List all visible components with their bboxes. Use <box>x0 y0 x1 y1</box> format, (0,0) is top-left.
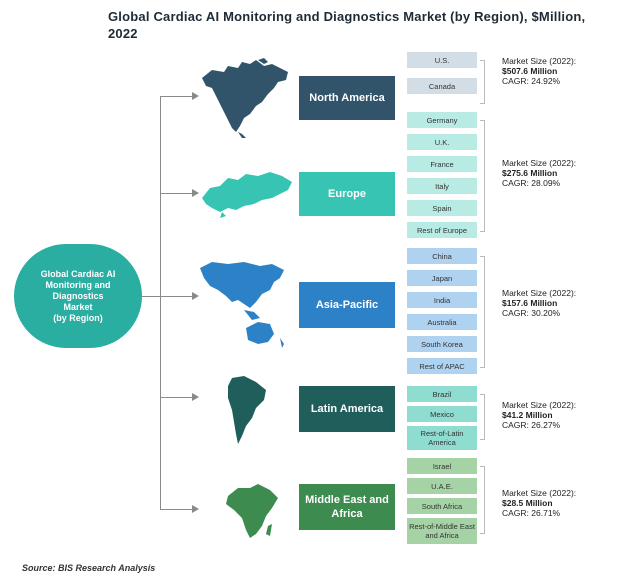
bracket-europe <box>480 120 485 232</box>
size-label: Market Size (2022): <box>502 158 577 168</box>
country-box: U.A.E. <box>407 478 477 494</box>
country-box: Israel <box>407 458 477 474</box>
region-middle-east-africa: Middle East and Africa <box>299 484 395 530</box>
country-box: Italy <box>407 178 477 194</box>
diagram-title: Global Cardiac AI Monitoring and Diagnos… <box>108 9 586 41</box>
size-europe: Market Size (2022): $275.6 Million CAGR:… <box>502 158 622 188</box>
size-label: Market Size (2022): <box>502 400 577 410</box>
asia-pacific-map-icon <box>200 262 284 348</box>
bracket-asia-pacific <box>480 256 485 368</box>
cagr-value: CAGR: 26.71% <box>502 508 561 518</box>
cagr-value: CAGR: 24.92% <box>502 76 561 86</box>
size-value: $41.2 Million <box>502 410 553 420</box>
arrow-north-america <box>161 92 199 100</box>
size-north-america: Market Size (2022): $507.6 Million CAGR:… <box>502 56 622 86</box>
country-box: U.S. <box>407 52 477 68</box>
country-box: Brazil <box>407 386 477 402</box>
cagr-value: CAGR: 28.09% <box>502 178 561 188</box>
size-value: $28.5 Million <box>502 498 553 508</box>
root-label-line: Monitoring and <box>45 279 111 290</box>
country-box: China <box>407 248 477 264</box>
arrow-europe <box>161 189 199 197</box>
region-asia-pacific: Asia-Pacific <box>299 282 395 328</box>
country-box: Rest of Europe <box>407 222 477 238</box>
size-label: Market Size (2022): <box>502 56 577 66</box>
region-europe: Europe <box>299 172 395 216</box>
arrow-asia-pacific <box>161 292 199 300</box>
root-label-line: Global Cardiac AI <box>40 268 116 279</box>
root-label-line: Diagnostics <box>52 290 104 301</box>
size-middle-east-africa: Market Size (2022): $28.5 Million CAGR: … <box>502 488 622 518</box>
cagr-value: CAGR: 26.27% <box>502 420 561 430</box>
size-asia-pacific: Market Size (2022): $157.6 Million CAGR:… <box>502 288 622 318</box>
country-box: Rest-of-Latin America <box>407 426 477 450</box>
root-node: Global Cardiac AI Monitoring and Diagnos… <box>14 244 142 348</box>
bracket-latin-america <box>480 394 485 440</box>
europe-map-icon <box>202 172 292 218</box>
country-box: Japan <box>407 270 477 286</box>
root-label-line: Market <box>63 301 93 312</box>
country-box: South Africa <box>407 498 477 514</box>
country-box: Australia <box>407 314 477 330</box>
country-box: Mexico <box>407 406 477 422</box>
latin-america-map-icon <box>228 376 266 444</box>
country-box: U.K. <box>407 134 477 150</box>
country-box: Rest of APAC <box>407 358 477 374</box>
cagr-value: CAGR: 30.20% <box>502 308 561 318</box>
country-box: Germany <box>407 112 477 128</box>
trunk-connector <box>160 96 161 510</box>
region-north-america: North America <box>299 76 395 120</box>
arrow-middle-east-africa <box>161 505 199 513</box>
country-box: Spain <box>407 200 477 216</box>
size-latin-america: Market Size (2022): $41.2 Million CAGR: … <box>502 400 622 430</box>
source-note: Source: BIS Research Analysis <box>22 563 156 573</box>
bracket-north-america <box>480 60 485 104</box>
country-box: South Korea <box>407 336 477 352</box>
size-label: Market Size (2022): <box>502 488 577 498</box>
country-box: Rest-of-Middle East and Africa <box>407 518 477 544</box>
country-box: France <box>407 156 477 172</box>
size-value: $275.6 Million <box>502 168 558 178</box>
region-latin-america: Latin America <box>299 386 395 432</box>
north-america-map-icon <box>202 58 288 138</box>
country-box: Canada <box>407 78 477 94</box>
root-connector <box>142 296 161 297</box>
country-box: India <box>407 292 477 308</box>
size-value: $157.6 Million <box>502 298 558 308</box>
middle-east-africa-map-icon <box>226 484 278 538</box>
size-label: Market Size (2022): <box>502 288 577 298</box>
root-label-line: (by Region) <box>53 312 103 323</box>
size-value: $507.6 Million <box>502 66 558 76</box>
arrow-latin-america <box>161 393 199 401</box>
bracket-middle-east-africa <box>480 466 485 534</box>
